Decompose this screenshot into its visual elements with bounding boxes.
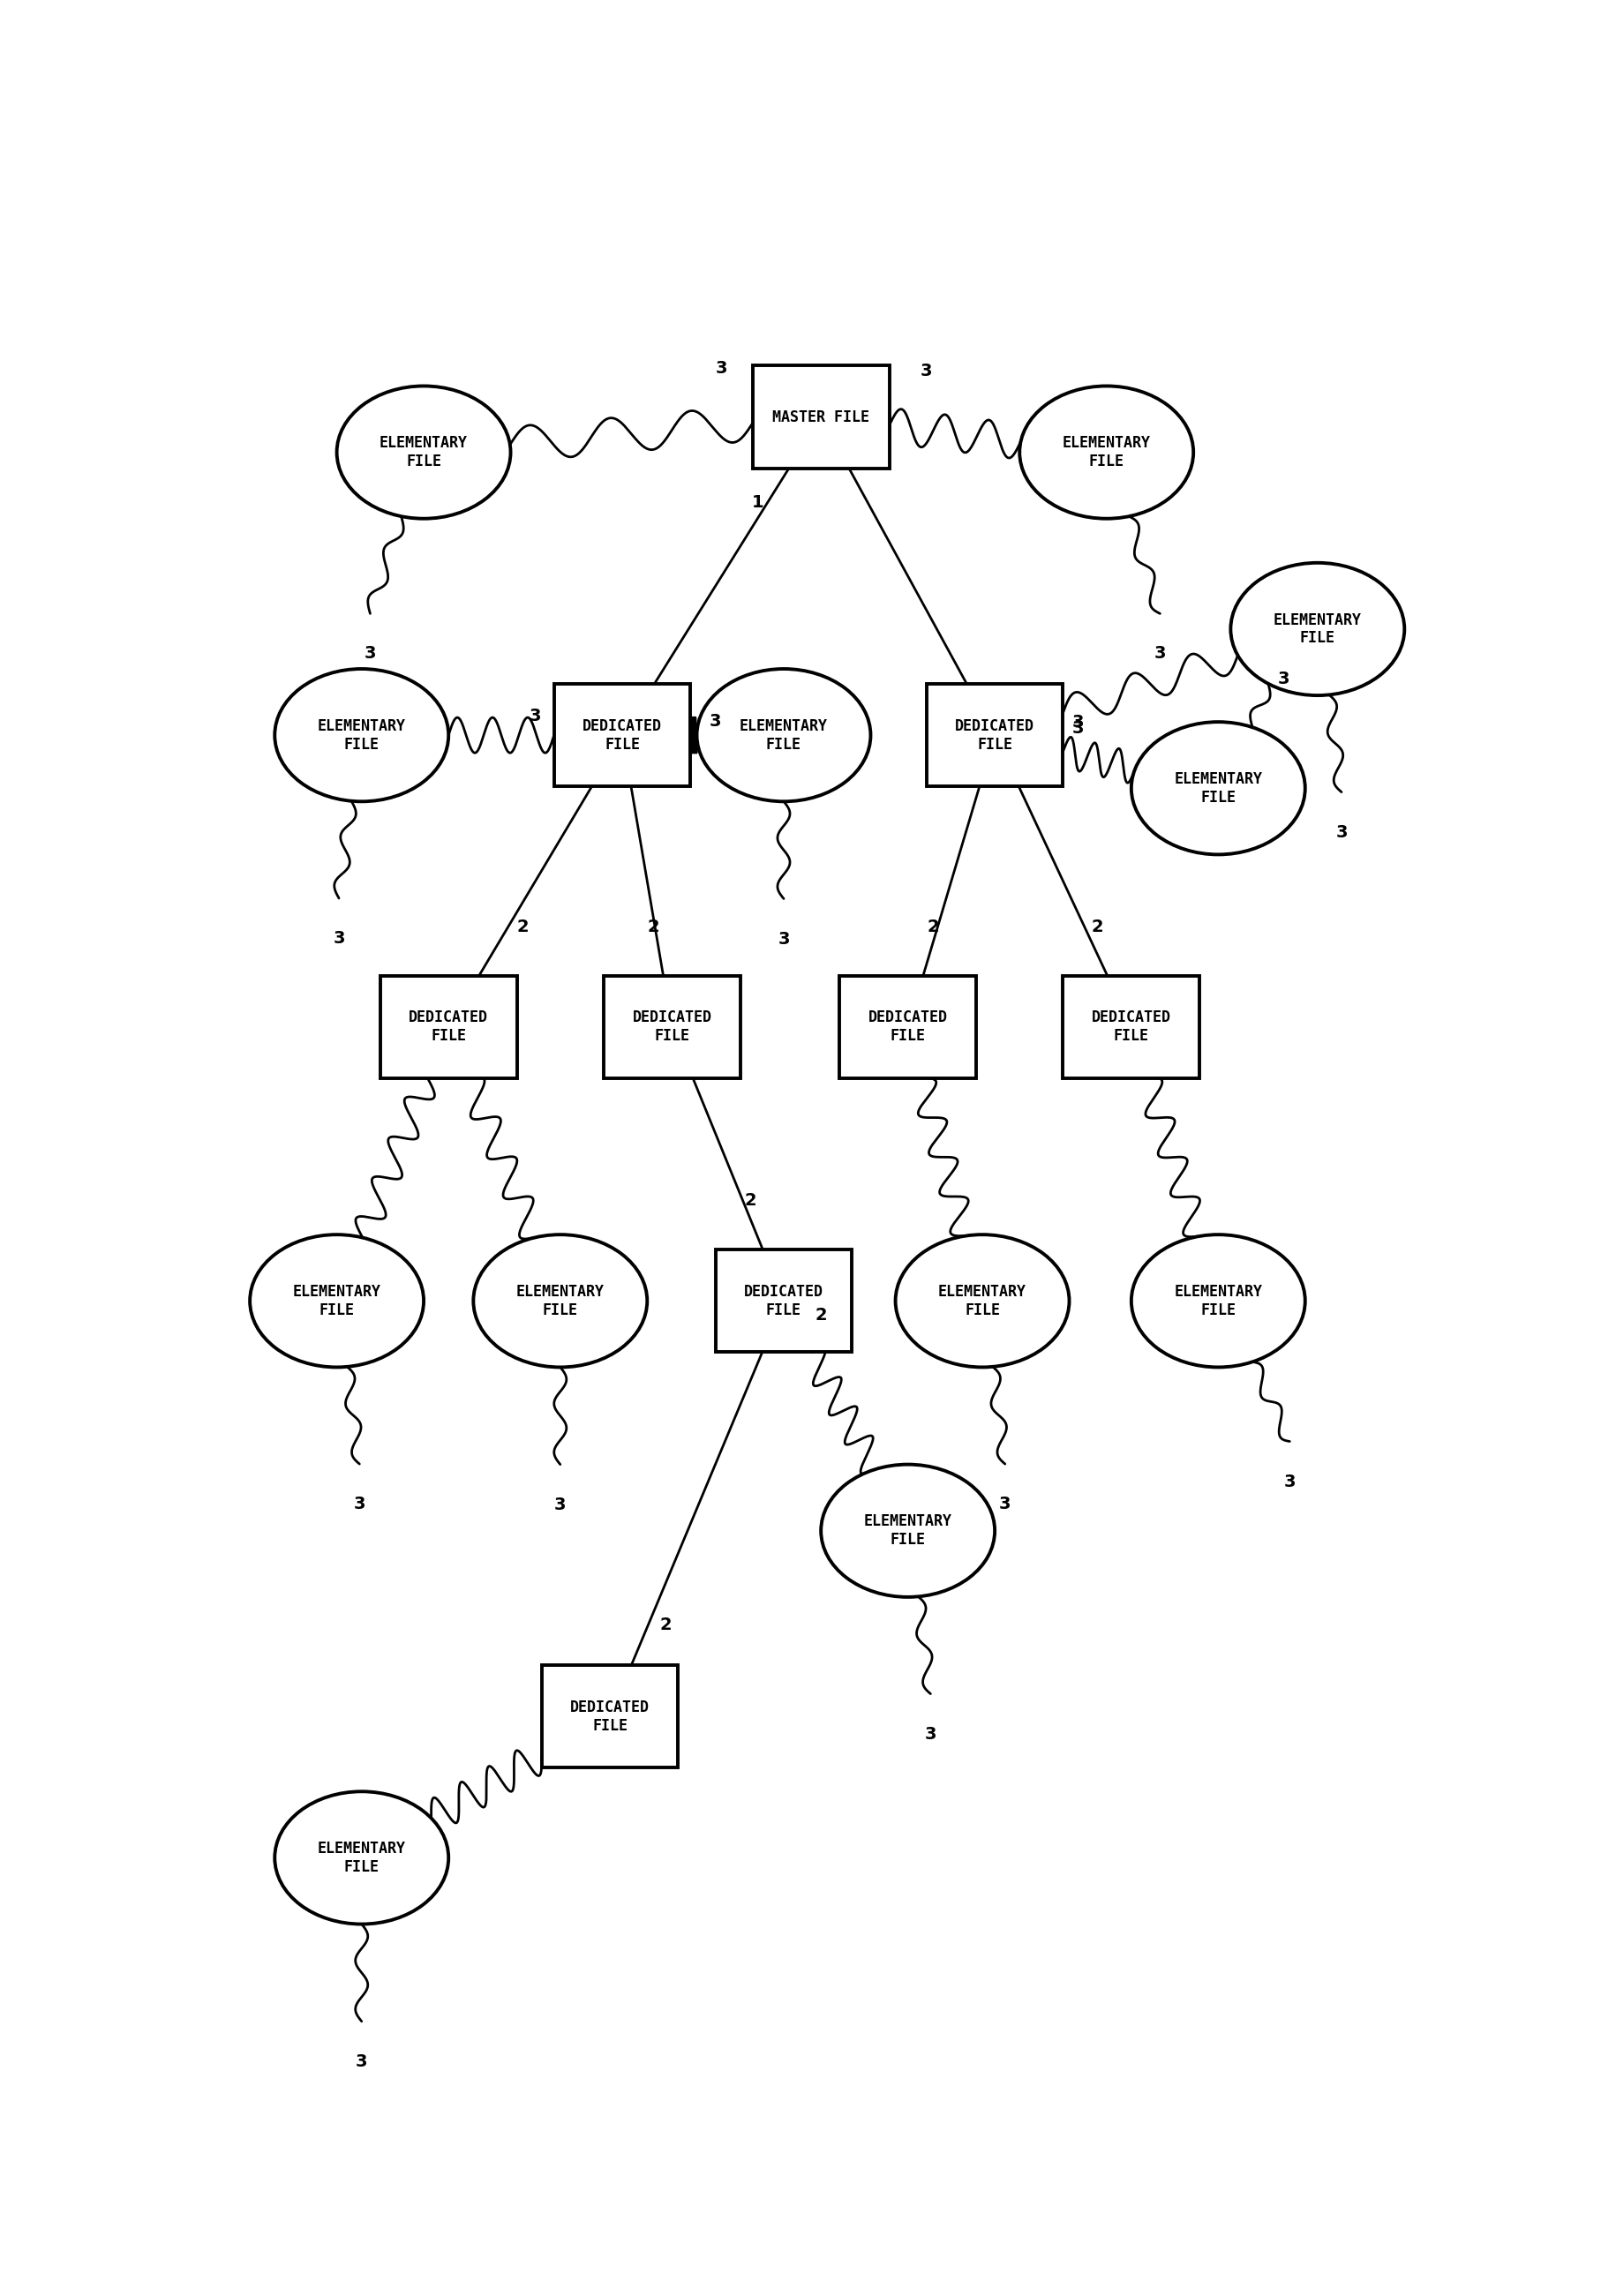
Ellipse shape (250, 1235, 423, 1366)
Text: 3: 3 (1071, 714, 1084, 730)
Text: ELEMENTARY
FILE: ELEMENTARY FILE (317, 719, 405, 753)
Text: MASTER FILE: MASTER FILE (772, 409, 869, 425)
Text: DEDICATED
FILE: DEDICATED FILE (583, 719, 661, 753)
Text: ELEMENTARY
FILE: ELEMENTARY FILE (317, 1841, 405, 1876)
Text: 3: 3 (333, 930, 344, 946)
Text: ELEMENTARY
FILE: ELEMENTARY FILE (379, 436, 467, 468)
Text: ELEMENTARY
FILE: ELEMENTARY FILE (938, 1283, 1026, 1318)
FancyBboxPatch shape (604, 976, 740, 1079)
Text: 2: 2 (815, 1306, 826, 1325)
Text: DEDICATED
FILE: DEDICATED FILE (954, 719, 1034, 753)
FancyBboxPatch shape (554, 684, 690, 788)
Text: 3: 3 (716, 360, 727, 377)
Text: DEDICATED
FILE: DEDICATED FILE (868, 1010, 948, 1045)
Text: 3: 3 (924, 1727, 937, 1743)
Text: 3: 3 (1282, 1474, 1295, 1490)
Ellipse shape (474, 1235, 647, 1366)
Text: ELEMENTARY
FILE: ELEMENTARY FILE (293, 1283, 381, 1318)
Text: ELEMENTARY
FILE: ELEMENTARY FILE (516, 1283, 604, 1318)
FancyBboxPatch shape (1063, 976, 1199, 1079)
Ellipse shape (895, 1235, 1068, 1366)
Text: ELEMENTARY
FILE: ELEMENTARY FILE (1061, 436, 1150, 468)
Text: 3: 3 (778, 930, 789, 948)
Text: 2: 2 (927, 918, 938, 934)
FancyBboxPatch shape (839, 976, 975, 1079)
Ellipse shape (1130, 721, 1305, 854)
Text: 3: 3 (709, 714, 720, 730)
Text: 2: 2 (516, 918, 528, 934)
Text: ELEMENTARY
FILE: ELEMENTARY FILE (740, 719, 828, 753)
Ellipse shape (696, 668, 871, 801)
Text: DEDICATED
FILE: DEDICATED FILE (1090, 1010, 1170, 1045)
Text: ELEMENTARY
FILE: ELEMENTARY FILE (1174, 1283, 1262, 1318)
Text: DEDICATED
FILE: DEDICATED FILE (743, 1283, 823, 1318)
Text: 2: 2 (647, 918, 660, 934)
Ellipse shape (275, 1791, 448, 1924)
FancyBboxPatch shape (752, 365, 889, 468)
Text: 3: 3 (1335, 824, 1346, 840)
Ellipse shape (1130, 1235, 1305, 1366)
FancyBboxPatch shape (541, 1665, 677, 1768)
Ellipse shape (1230, 563, 1404, 696)
Text: 3: 3 (363, 645, 376, 661)
Ellipse shape (820, 1465, 994, 1598)
Ellipse shape (1020, 386, 1193, 519)
Text: 2: 2 (1090, 918, 1103, 934)
Text: ELEMENTARY
FILE: ELEMENTARY FILE (1273, 613, 1361, 645)
Text: 3: 3 (1153, 645, 1166, 661)
FancyBboxPatch shape (716, 1249, 852, 1352)
Text: 3: 3 (530, 707, 541, 726)
Text: 3: 3 (354, 1495, 365, 1513)
Text: ELEMENTARY
FILE: ELEMENTARY FILE (1174, 771, 1262, 806)
Text: 3: 3 (1071, 721, 1084, 737)
Text: DEDICATED
FILE: DEDICATED FILE (408, 1010, 488, 1045)
Text: 3: 3 (921, 363, 932, 379)
Text: 3: 3 (1278, 670, 1289, 687)
FancyBboxPatch shape (379, 976, 517, 1079)
Text: DEDICATED
FILE: DEDICATED FILE (632, 1010, 711, 1045)
Ellipse shape (336, 386, 511, 519)
Text: 3: 3 (355, 2053, 367, 2071)
Ellipse shape (275, 668, 448, 801)
Text: 3: 3 (554, 1497, 565, 1513)
Text: 2: 2 (744, 1192, 756, 1210)
Text: 3: 3 (999, 1495, 1010, 1513)
Text: 1: 1 (751, 494, 764, 510)
FancyBboxPatch shape (925, 684, 1063, 788)
Text: 2: 2 (660, 1616, 672, 1632)
Text: ELEMENTARY
FILE: ELEMENTARY FILE (863, 1513, 951, 1548)
Text: DEDICATED
FILE: DEDICATED FILE (570, 1699, 650, 1733)
